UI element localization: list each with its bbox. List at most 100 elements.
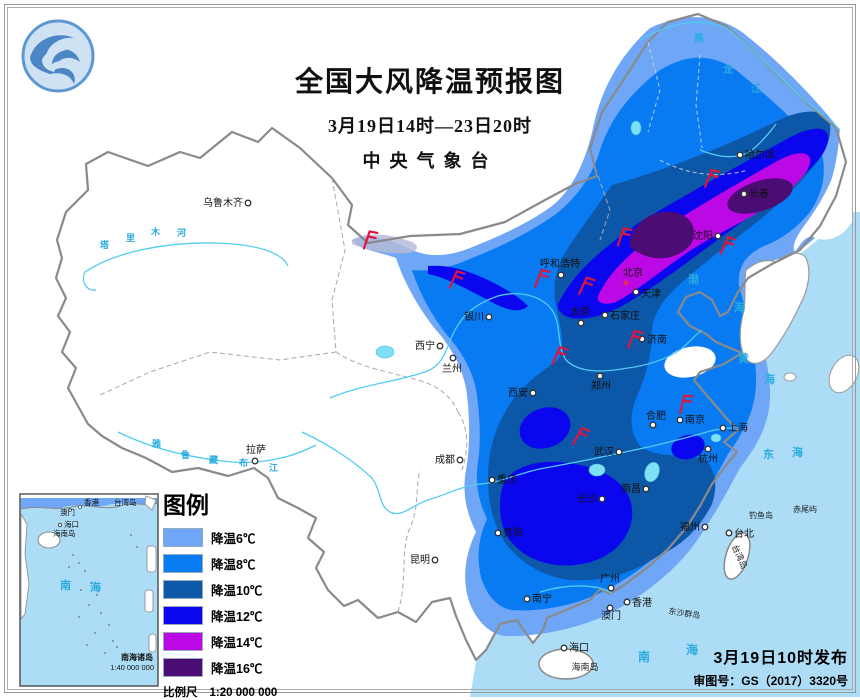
cooling-region-16c-west [629, 211, 694, 259]
inset-philippines [144, 545, 157, 653]
city-dot [649, 421, 657, 429]
publish-time: 3月19日10时发布 [713, 650, 848, 667]
city-label: 郑州 [591, 379, 611, 392]
geo-label: 东沙群岛 [668, 606, 701, 620]
city-dot [632, 288, 640, 296]
sea-label: 海 [734, 300, 745, 314]
inset-frame [19, 493, 159, 687]
inset-macau-label: 澳门 [60, 507, 75, 517]
wind-barb-icon [679, 394, 694, 415]
sea-label: 木 [150, 226, 161, 237]
legend-panel: 图例 降温6℃ 降温8℃ 降温10℃ 降温12℃ 降温14℃ 降温16℃ 比例尺 1:20 … [163, 486, 293, 700]
sea-label: 海 [686, 642, 698, 657]
cooling-region-12c-zhejiang [671, 434, 705, 460]
inset-islands [68, 534, 138, 654]
city-label: 北京 [623, 266, 643, 279]
city-label: 太原 [570, 305, 590, 318]
rivers [82, 21, 841, 595]
lakes [375, 120, 722, 482]
legend-swatch [163, 658, 203, 677]
cooling-region-12c-south [499, 461, 633, 566]
agency-name: 中央气象台 [362, 151, 498, 171]
city-dot [494, 529, 502, 537]
city-dot [560, 644, 568, 652]
city-dot [676, 416, 684, 424]
city-label: 石家庄 [610, 309, 640, 322]
inset-hongkong-label: 香港 [84, 497, 99, 507]
wind-barb-icon [577, 276, 596, 295]
city-label: 长春 [749, 188, 769, 200]
city-dot [244, 199, 252, 207]
legend-label: 降温6℃ [211, 532, 256, 546]
inset-scale-label: 1:40 000 000 [110, 663, 154, 672]
city-label: 南宁 [532, 592, 552, 605]
sea-label: 海 [764, 372, 775, 386]
legend-label: 降温16℃ [211, 662, 263, 676]
sea-label: 江 [269, 462, 278, 473]
city-dot [714, 232, 722, 240]
inset-north-land [20, 494, 158, 499]
sea-label: 海 [792, 445, 803, 459]
city-dot [598, 495, 606, 503]
inset-taiwan [144, 495, 157, 511]
city-label: 澳门 [601, 609, 621, 622]
legend-scale: 比例尺 1:20 000 000 [163, 684, 293, 700]
city-label: 福州 [680, 520, 700, 533]
city-dot [557, 271, 565, 279]
geo-label: 赤尾屿 [793, 505, 817, 514]
legend-label: 降温12℃ [211, 610, 263, 624]
city-dot [601, 311, 609, 319]
sea-label: 藏 [209, 454, 218, 465]
city-label: 上海 [728, 421, 748, 434]
yarlung-river [117, 431, 317, 464]
sea-label: 鲁 [181, 449, 190, 460]
geo-label: 钓鱼岛 [749, 510, 773, 520]
sea-label: 黄 [738, 351, 749, 365]
wind-barb-icon [704, 168, 721, 188]
city-label: 南京 [685, 413, 705, 426]
legend-swatch [163, 632, 203, 651]
sea-label: 渤 [688, 272, 699, 286]
sea-label: 塔 [100, 239, 110, 250]
inset-sea-label-1: 南 [60, 578, 71, 592]
city-dot [725, 529, 733, 537]
inset-coast-shade [21, 498, 157, 509]
city-label: 兰州 [442, 362, 462, 375]
legend-swatch [163, 606, 203, 625]
outer-frame [4, 4, 856, 693]
city-dot [577, 319, 585, 327]
city-label: 成都 [435, 454, 455, 466]
city-label: 重庆 [497, 473, 517, 486]
cma-logo-icon [21, 19, 95, 93]
city-label: 合肥 [646, 409, 666, 422]
sea-labels-layer: 渤海黄海东 海南 海黑龙江塔里木 河雅鲁藏布江 [100, 33, 803, 664]
forecast-period: 3月19日14时—23日20时 [328, 116, 532, 136]
sea-label: 河 [177, 227, 186, 238]
wind-barbs-layer [362, 168, 737, 446]
sea-label: 江 [751, 82, 761, 95]
capital-star-marker: ★ [622, 278, 631, 289]
city-label: 拉萨 [246, 443, 266, 456]
city-label: 银川 [464, 310, 484, 323]
page-title: 全国大风降温预报图 [294, 67, 565, 98]
city-dot [701, 523, 709, 531]
wind-barb-icon [448, 270, 466, 289]
city-dot [719, 424, 727, 432]
inset-hainan-label: 海南岛 [53, 528, 76, 538]
city-dot [431, 556, 439, 564]
city-dot [740, 190, 748, 198]
legend-label: 降温14℃ [211, 636, 263, 650]
scale-value: 1:20 000 000 [209, 687, 278, 699]
inset-islands-label: 南海诸岛 [121, 652, 153, 662]
inset-macau-dot [68, 508, 72, 512]
sea-label: 雅 [151, 438, 161, 449]
china-border [54, 12, 848, 662]
wind-barb-icon [572, 427, 591, 446]
legend-item: 降温10℃ [163, 580, 293, 599]
inner-frame [7, 7, 853, 690]
title-block: 全国大风降温预报图 3月19日14时—23日20时 中央气象台 [0, 60, 860, 173]
yellow-river [329, 293, 703, 399]
city-dot [736, 151, 744, 159]
city-dot [642, 485, 650, 493]
